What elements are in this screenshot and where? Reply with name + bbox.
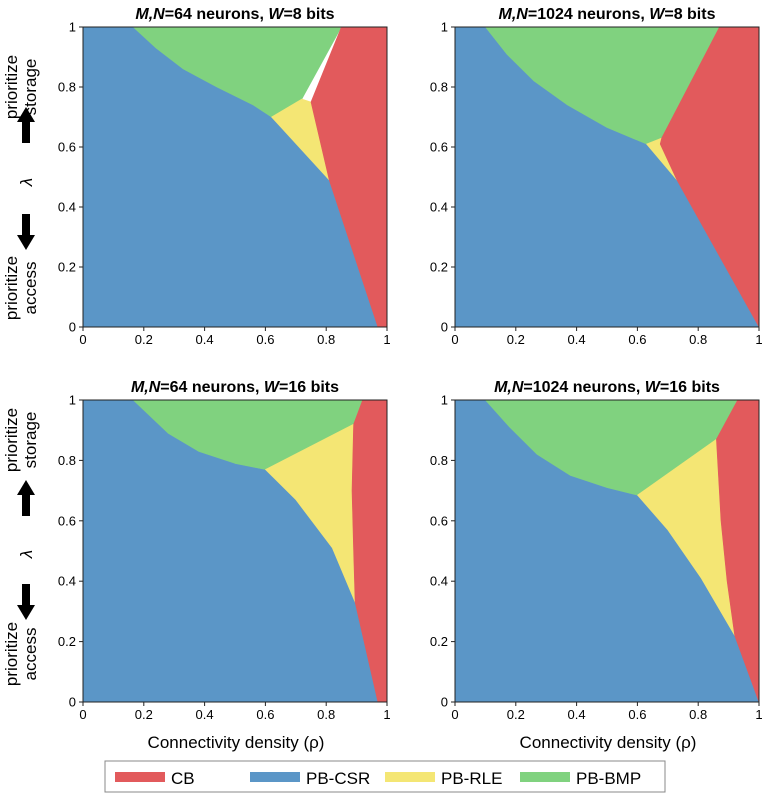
x-tick-label: 1 bbox=[755, 707, 762, 722]
y-tick-label: 0.2 bbox=[430, 260, 448, 275]
y-tick-label: 0.2 bbox=[430, 634, 448, 649]
y-tick-label: 0.4 bbox=[58, 574, 76, 589]
y-tick-label: 0.8 bbox=[58, 453, 76, 468]
legend-swatch-rle bbox=[385, 772, 435, 782]
x-tick-label: 0.6 bbox=[256, 332, 274, 347]
y-tick-label: 1 bbox=[441, 393, 448, 408]
x-tick-label: 0.2 bbox=[507, 332, 525, 347]
lambda-label: λ bbox=[17, 178, 36, 187]
legend-swatch-bmp bbox=[520, 772, 570, 782]
x-tick-label: 0.8 bbox=[317, 332, 335, 347]
plot-frame bbox=[454, 399, 760, 703]
legend-label-cb: CB bbox=[171, 769, 195, 788]
chart-title: M,N=64 neurons, W=8 bits bbox=[135, 6, 334, 23]
x-tick-label: 0.4 bbox=[568, 332, 586, 347]
y-tick-label: 0.6 bbox=[430, 513, 448, 528]
access-label-line1: prioritize bbox=[2, 256, 21, 320]
access-label-line2: access bbox=[21, 628, 40, 681]
x-tick-label: 0.8 bbox=[689, 332, 707, 347]
y-tick-label: 0.8 bbox=[58, 80, 76, 95]
legend-swatch-csr bbox=[250, 772, 300, 782]
y-tick-label: 1 bbox=[69, 20, 76, 35]
x-tick-label: 1 bbox=[383, 707, 390, 722]
y-tick-label: 0.4 bbox=[58, 200, 76, 215]
x-tick-label: 0.6 bbox=[628, 707, 646, 722]
x-tick-label: 0.2 bbox=[135, 707, 153, 722]
arrow-up-icon bbox=[17, 107, 35, 143]
x-tick-label: 0.6 bbox=[256, 707, 274, 722]
x-tick-label: 0 bbox=[79, 707, 86, 722]
x-tick-label: 0 bbox=[451, 332, 458, 347]
x-tick-label: 0.4 bbox=[568, 707, 586, 722]
chart-panel-2: 0 0.2 0.4 0.6 0.8 1 0 0.2 0.4 0.6 0.8 1 M,N=1024 neu… bbox=[430, 6, 763, 347]
legend-label-csr: PB-CSR bbox=[306, 769, 370, 788]
x-tick-label: 0.4 bbox=[196, 707, 214, 722]
storage-label-line2: storage bbox=[21, 412, 40, 469]
x-axis-label-right: Connectivity density (ρ) bbox=[520, 733, 697, 752]
lambda-label: λ bbox=[17, 550, 36, 559]
storage-label-line1: prioritize bbox=[2, 408, 21, 472]
storage-label-line2: storage bbox=[21, 59, 40, 116]
y-tick-label: 1 bbox=[69, 393, 76, 408]
x-axis-label-left: Connectivity density (ρ) bbox=[148, 733, 325, 752]
y-tick-label: 0.6 bbox=[58, 513, 76, 528]
panels: 0 0.2 0.4 0.6 0.8 1 0 0.2 0.4 0.6 0.8 1 M,N=64 neuro… bbox=[58, 6, 763, 722]
x-tick-label: 0.4 bbox=[196, 332, 214, 347]
arrow-up-icon bbox=[17, 480, 35, 516]
x-tick-label: 0.6 bbox=[628, 332, 646, 347]
chart-title: M,N=1024 neurons, W=16 bits bbox=[494, 379, 720, 396]
x-tick-label: 1 bbox=[383, 332, 390, 347]
y-tick-label: 0.6 bbox=[430, 140, 448, 155]
y-tick-label: 0 bbox=[441, 320, 448, 335]
annotation-top: prioritize storage λ prioritize access bbox=[2, 55, 40, 320]
legend: CB PB-CSR PB-RLE PB-BMP bbox=[104, 760, 666, 793]
x-tick-label: 0 bbox=[451, 707, 458, 722]
x-tick-label: 0.8 bbox=[317, 707, 335, 722]
y-tick-label: 0.4 bbox=[430, 200, 448, 215]
arrow-down-icon bbox=[17, 214, 35, 250]
access-label-line1: prioritize bbox=[2, 622, 21, 686]
x-tick-label: 0.2 bbox=[135, 332, 153, 347]
legend-label-rle: PB-RLE bbox=[441, 769, 502, 788]
y-tick-label: 0 bbox=[441, 695, 448, 710]
region-bmp bbox=[132, 26, 342, 118]
access-label-line2: access bbox=[21, 262, 40, 315]
y-tick-label: 1 bbox=[441, 20, 448, 35]
plot-frame bbox=[454, 26, 760, 328]
chart-title: M,N=1024 neurons, W=8 bits bbox=[499, 6, 716, 23]
legend-label-bmp: PB-BMP bbox=[576, 769, 641, 788]
y-tick-label: 0 bbox=[69, 320, 76, 335]
legend-swatch-cb bbox=[115, 772, 165, 782]
y-tick-label: 0.6 bbox=[58, 140, 76, 155]
chart-panel-4: 0 0.2 0.4 0.6 0.8 1 0 0.2 0.4 0.6 0.8 1 M,N=1024 neu… bbox=[430, 379, 763, 722]
chart-panel-1: 0 0.2 0.4 0.6 0.8 1 0 0.2 0.4 0.6 0.8 1 M,N=64 neuro… bbox=[58, 6, 391, 347]
y-tick-label: 0.2 bbox=[58, 260, 76, 275]
y-tick-label: 0.2 bbox=[58, 634, 76, 649]
chart-panel-3: 0 0.2 0.4 0.6 0.8 1 0 0.2 0.4 0.6 0.8 1 M,N=64 neuro… bbox=[58, 379, 391, 722]
x-tick-label: 1 bbox=[755, 332, 762, 347]
y-tick-label: 0.8 bbox=[430, 80, 448, 95]
arrow-down-icon bbox=[17, 584, 35, 620]
x-tick-label: 0 bbox=[79, 332, 86, 347]
annotation-bottom: prioritize storage λ prioritize access bbox=[2, 408, 40, 686]
x-tick-label: 0.2 bbox=[507, 707, 525, 722]
chart-title: M,N=64 neurons, W=16 bits bbox=[131, 379, 339, 396]
x-tick-label: 0.8 bbox=[689, 707, 707, 722]
storage-label-line1: prioritize bbox=[2, 55, 21, 119]
plot-frame bbox=[82, 26, 388, 328]
plot-frame bbox=[82, 399, 388, 703]
y-tick-label: 0.8 bbox=[430, 453, 448, 468]
y-tick-label: 0.4 bbox=[430, 574, 448, 589]
y-tick-label: 0 bbox=[69, 695, 76, 710]
